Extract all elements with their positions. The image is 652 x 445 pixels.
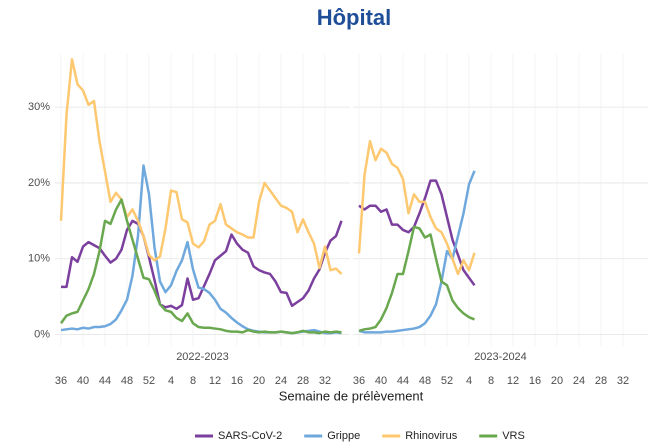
legend-label: Grippe — [327, 430, 360, 442]
series-line — [59, 58, 343, 275]
y-tick-label: 30% — [28, 101, 50, 113]
facet-label: 2023-2024 — [474, 351, 527, 363]
x-tick-label: 40 — [77, 375, 89, 387]
legend-label: VRS — [502, 430, 525, 442]
x-tick-label: 28 — [595, 375, 607, 387]
legend-label: Rhinovirus — [405, 430, 457, 442]
x-tick-label: 12 — [507, 375, 519, 387]
x-tick-label: 12 — [209, 375, 221, 387]
series-line — [59, 198, 342, 335]
x-tick-label: 52 — [143, 375, 155, 387]
x-axis-title: Semaine de prélèvement — [279, 388, 424, 403]
series-line — [358, 170, 476, 334]
x-tick-label: 48 — [121, 375, 133, 387]
y-tick-label: 10% — [28, 253, 50, 265]
x-tick-label: 20 — [551, 375, 563, 387]
y-tick-label: 0% — [34, 329, 50, 341]
x-tick-label: 36 — [353, 375, 365, 387]
x-tick-label: 20 — [253, 375, 265, 387]
series-line — [357, 139, 476, 276]
x-tick-label: 16 — [231, 375, 243, 387]
x-tick-label: 8 — [190, 375, 196, 387]
x-tick-label: 40 — [375, 375, 387, 387]
x-tick-label: 44 — [397, 375, 409, 387]
x-tick-label: 32 — [319, 375, 331, 387]
x-tick-label: 44 — [99, 375, 111, 387]
series-line — [358, 225, 475, 333]
x-tick-label: 32 — [617, 375, 629, 387]
x-tick-label: 36 — [55, 375, 67, 387]
x-tick-label: 4 — [466, 375, 472, 387]
y-tick-label: 20% — [28, 177, 50, 189]
x-tick-label: 4 — [168, 375, 174, 387]
x-tick-label: 48 — [419, 375, 431, 387]
x-tick-label: 16 — [529, 375, 541, 387]
x-tick-label: 24 — [573, 375, 585, 387]
series-line — [61, 219, 343, 311]
x-tick-label: 8 — [488, 375, 494, 387]
x-tick-label: 24 — [275, 375, 287, 387]
facet-label: 2022-2023 — [176, 351, 229, 363]
x-tick-label: 52 — [441, 375, 453, 387]
series-line — [60, 164, 342, 335]
legend-label: SARS-CoV-2 — [218, 430, 282, 442]
chart-title: Hôpital — [317, 5, 392, 30]
x-tick-label: 28 — [297, 375, 309, 387]
